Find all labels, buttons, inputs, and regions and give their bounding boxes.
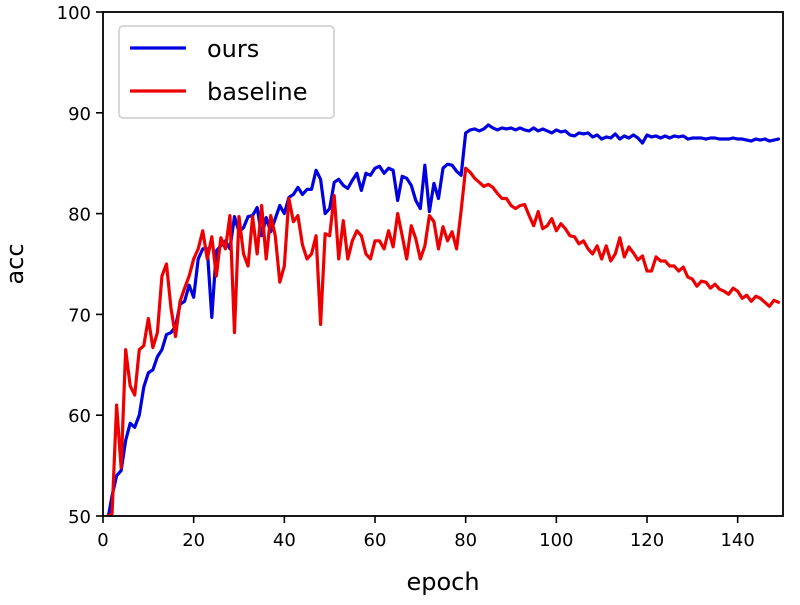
y-tick-label: 100 — [57, 3, 91, 24]
series-lines — [105, 123, 781, 516]
x-axis-ticks: 0 20 40 60 80 100 120 140 — [97, 516, 755, 551]
x-tick-label: 80 — [454, 530, 477, 551]
x-tick-label: 40 — [273, 530, 296, 551]
legend-label-baseline: baseline — [207, 78, 308, 106]
x-tick-label: 140 — [720, 530, 754, 551]
legend-label-ours: ours — [207, 35, 259, 63]
y-axis-label: acc — [1, 243, 29, 284]
plot-frame — [102, 11, 784, 517]
series-line-baseline — [105, 166, 781, 516]
x-tick-label: 60 — [364, 530, 387, 551]
x-tick-label: 120 — [630, 530, 664, 551]
x-tick-label: 0 — [97, 530, 108, 551]
x-tick-label: 20 — [182, 530, 205, 551]
x-axis-label: epoch — [406, 568, 479, 596]
y-tick-label: 60 — [68, 406, 91, 427]
y-tick-label: 90 — [68, 104, 91, 125]
y-tick-label: 70 — [68, 305, 91, 326]
y-tick-label: 80 — [68, 205, 91, 226]
y-axis-ticks: 50 60 70 80 90 100 — [57, 3, 103, 528]
y-tick-label: 50 — [68, 507, 91, 528]
legend: ours baseline — [118, 25, 335, 119]
x-tick-label: 100 — [539, 530, 573, 551]
